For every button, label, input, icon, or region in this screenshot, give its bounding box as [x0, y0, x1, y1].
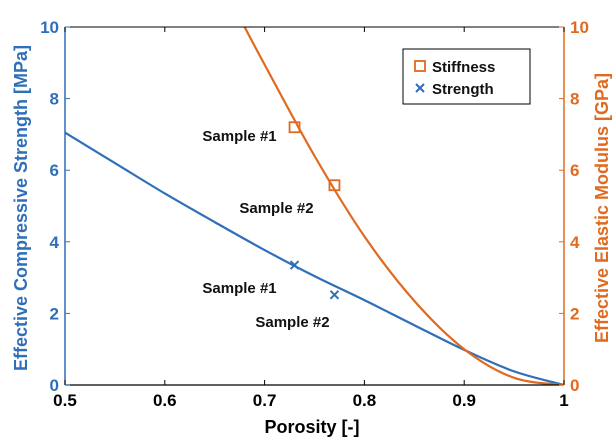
strength-fit-curve	[65, 131, 564, 385]
strength-sample-label-1: Sample #1	[202, 280, 276, 297]
right-tick-label: 4	[570, 233, 580, 252]
left-tick-label: 10	[40, 18, 59, 37]
left-tick-label: 0	[50, 376, 59, 395]
strength-point-1	[289, 260, 300, 270]
legend-stiffness-label: Stiffness	[432, 59, 495, 76]
legend-stiffness-marker	[414, 60, 426, 72]
stiffness-sample-label-1: Sample #1	[202, 128, 276, 145]
x-tick-label: 0.9	[452, 391, 476, 410]
strength-sample-label-2: Sample #2	[255, 314, 329, 331]
legend: Stiffness Strength	[402, 48, 531, 105]
x-axis-title: Porosity [-]	[264, 417, 359, 437]
left-tick-label: 6	[50, 161, 59, 180]
series-lines	[65, 27, 564, 385]
right-tick-label: 8	[570, 90, 579, 109]
right-axis-title: Effective Elastic Modulus [GPa]	[592, 73, 612, 343]
stiffness-point-2	[328, 179, 341, 192]
left-tick-label: 2	[50, 304, 59, 323]
left-tick-label: 8	[50, 90, 59, 109]
legend-box	[402, 48, 531, 105]
x-tick-label: 0.6	[153, 391, 177, 410]
stiffness-fit-curve	[243, 27, 564, 385]
x-tick-label: 0.8	[353, 391, 377, 410]
x-tick-label: 1	[559, 391, 568, 410]
axes	[64, 26, 565, 386]
legend-strength-marker	[415, 83, 425, 93]
legend-strength-label: Strength	[432, 81, 494, 98]
x-tick-label: 0.5	[53, 391, 77, 410]
x-tick-label: 0.7	[253, 391, 277, 410]
sample-annotations: Sample #1 Sample #2 Sample #1 Sample #2	[202, 128, 329, 331]
right-tick-label: 6	[570, 161, 579, 180]
left-tick-label: 4	[50, 233, 60, 252]
right-tick-label: 0	[570, 376, 579, 395]
right-tick-label: 2	[570, 304, 579, 323]
right-tick-label: 10	[570, 18, 589, 37]
left-axis-title: Effective Compressive Strength [MPa]	[11, 45, 31, 371]
series-markers	[288, 121, 341, 300]
stiffness-point-1	[288, 121, 301, 134]
strength-point-2	[329, 290, 340, 300]
stiffness-sample-label-2: Sample #2	[239, 200, 313, 217]
